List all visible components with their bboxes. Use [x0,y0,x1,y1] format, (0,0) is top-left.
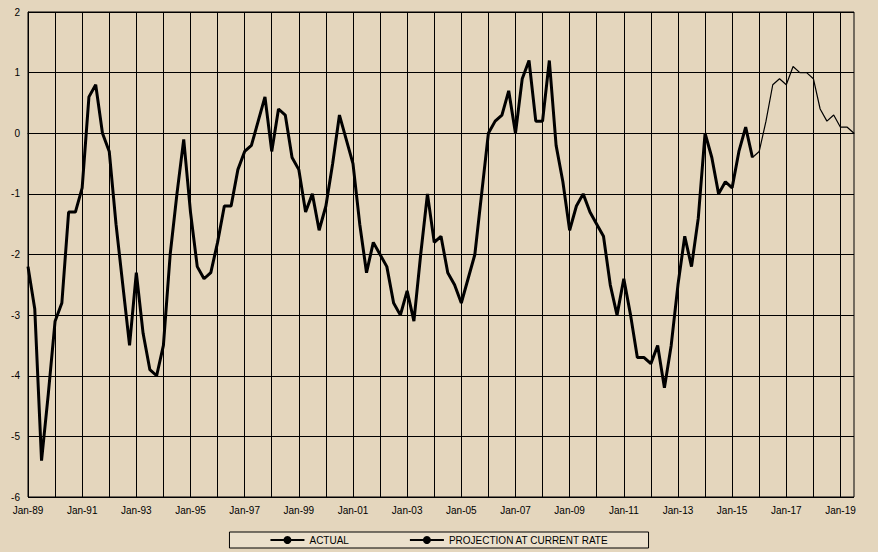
svg-text:Jan-97: Jan-97 [229,505,260,516]
svg-text:Jan-07: Jan-07 [500,505,531,516]
svg-text:-2: -2 [11,249,20,260]
svg-text:Jan-15: Jan-15 [717,505,748,516]
svg-text:Jan-01: Jan-01 [338,505,369,516]
svg-text:-5: -5 [11,431,20,442]
svg-text:Jan-17: Jan-17 [771,505,802,516]
svg-text:Jan-09: Jan-09 [554,505,585,516]
svg-text:0: 0 [14,128,20,139]
svg-text:-4: -4 [11,370,20,381]
svg-text:ACTUAL: ACTUAL [309,535,349,546]
svg-text:PROJECTION AT CURRENT RATE: PROJECTION AT CURRENT RATE [449,535,608,546]
svg-text:Jan-99: Jan-99 [284,505,315,516]
svg-text:Jan-89: Jan-89 [13,505,44,516]
svg-text:Jan-91: Jan-91 [67,505,98,516]
svg-text:Jan-95: Jan-95 [175,505,206,516]
svg-text:Jan-13: Jan-13 [663,505,694,516]
svg-text:-1: -1 [11,188,20,199]
svg-text:2: 2 [14,7,20,18]
svg-text:Jan-11: Jan-11 [609,505,639,516]
svg-text:Jan-03: Jan-03 [392,505,423,516]
svg-text:Jan-93: Jan-93 [121,505,152,516]
svg-text:Jan-19: Jan-19 [825,505,856,516]
svg-text:Jan-05: Jan-05 [446,505,477,516]
svg-text:-3: -3 [11,310,20,321]
svg-text:-6: -6 [11,492,20,503]
svg-text:1: 1 [14,67,20,78]
